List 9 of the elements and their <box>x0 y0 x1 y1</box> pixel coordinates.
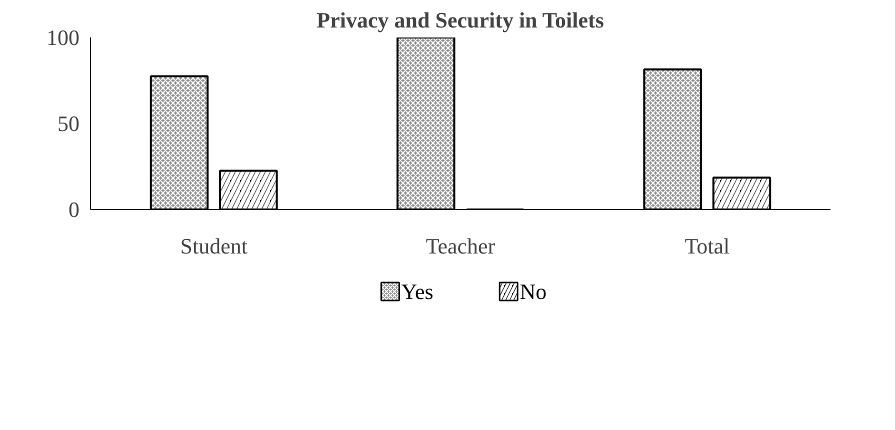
legend-label: Yes <box>401 279 434 304</box>
x-tick-label: Total <box>684 234 730 258</box>
x-tick-label: Teacher <box>426 234 496 258</box>
y-tick-label: 100 <box>46 25 80 50</box>
x-tick-label: Student <box>180 234 248 258</box>
chart-title: Privacy and Security in Toilets <box>316 8 604 32</box>
legend-label: No <box>520 279 547 304</box>
y-tick-label: 50 <box>58 111 80 136</box>
y-tick-label: 0 <box>68 197 80 222</box>
